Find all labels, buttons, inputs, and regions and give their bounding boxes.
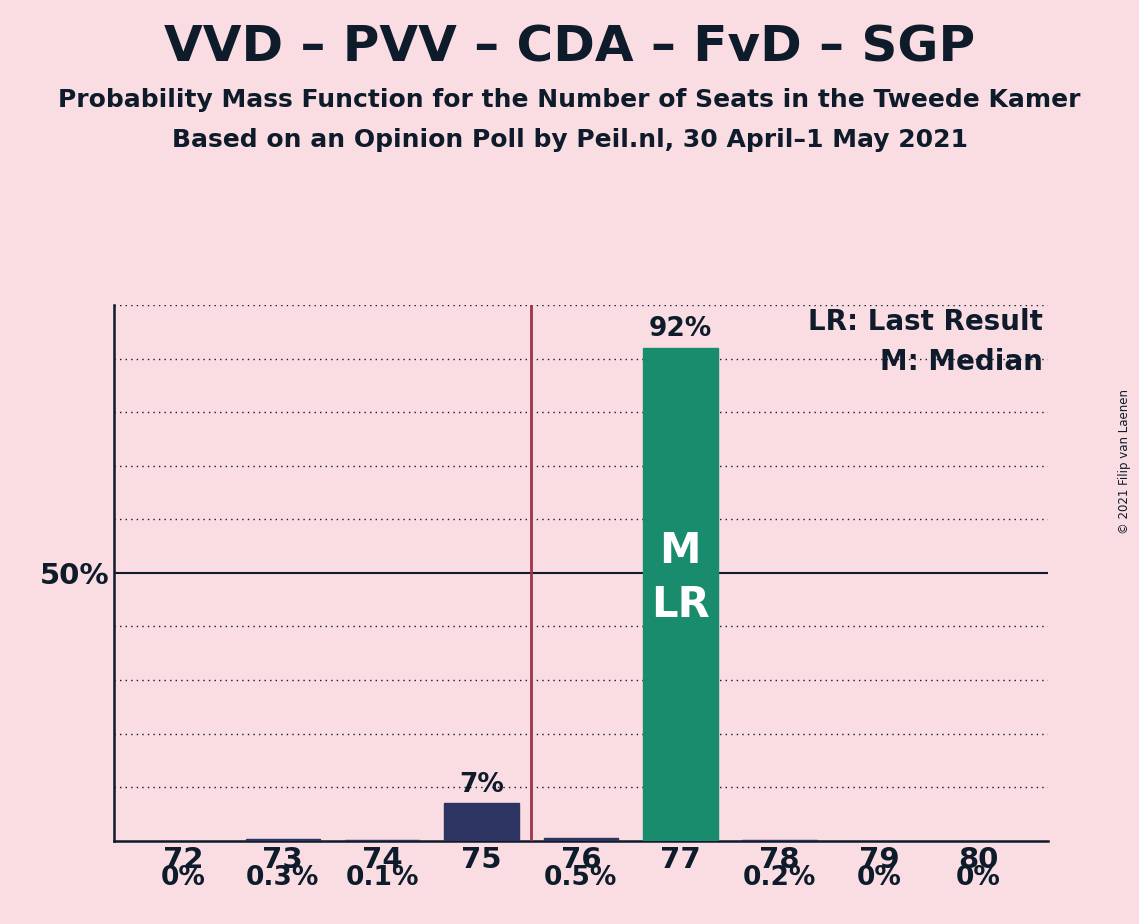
- Text: © 2021 Filip van Laenen: © 2021 Filip van Laenen: [1118, 390, 1131, 534]
- Text: 0.2%: 0.2%: [743, 865, 817, 891]
- Text: VVD – PVV – CDA – FvD – SGP: VVD – PVV – CDA – FvD – SGP: [164, 23, 975, 71]
- Bar: [543, 838, 618, 841]
- Text: 92%: 92%: [648, 316, 712, 343]
- Bar: [444, 803, 518, 841]
- Text: 0%: 0%: [857, 865, 901, 891]
- Bar: [644, 347, 718, 841]
- Text: 0.5%: 0.5%: [544, 865, 617, 891]
- Text: M: M: [659, 530, 700, 573]
- Text: Based on an Opinion Poll by Peil.nl, 30 April–1 May 2021: Based on an Opinion Poll by Peil.nl, 30 …: [172, 128, 967, 152]
- Text: LR: LR: [650, 584, 710, 626]
- Bar: [246, 839, 320, 841]
- Text: 0.1%: 0.1%: [345, 865, 419, 891]
- Text: 7%: 7%: [459, 772, 503, 798]
- Text: M: Median: M: Median: [880, 347, 1043, 376]
- Bar: [743, 840, 817, 841]
- Text: 0%: 0%: [161, 865, 206, 891]
- Text: 0%: 0%: [956, 865, 1001, 891]
- Text: Probability Mass Function for the Number of Seats in the Tweede Kamer: Probability Mass Function for the Number…: [58, 88, 1081, 112]
- Text: 0.3%: 0.3%: [246, 865, 320, 891]
- Text: LR: Last Result: LR: Last Result: [809, 308, 1043, 335]
